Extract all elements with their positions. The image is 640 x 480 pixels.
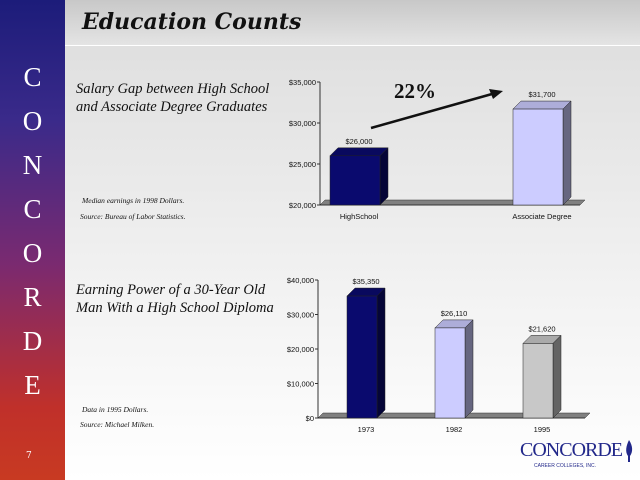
y-tick-label: $20,000 <box>287 345 314 354</box>
category-label: 1995 <box>534 425 551 434</box>
sidebar-letter: D <box>22 326 43 356</box>
y-tick-label: $35,000 <box>289 78 316 87</box>
y-tick-label: $40,000 <box>287 276 314 285</box>
data-label: $35,350 <box>352 277 379 286</box>
y-tick-label: $20,000 <box>289 201 316 210</box>
data-label: $26,110 <box>441 309 468 318</box>
growth-arrow <box>370 92 493 130</box>
sidebar <box>0 0 65 480</box>
bar <box>512 108 564 206</box>
earning-note: Data in 1995 Dollars. <box>82 405 149 414</box>
y-tick-label: $30,000 <box>289 119 316 128</box>
sidebar-letter: O <box>22 238 43 268</box>
growth-annotation: 22% <box>394 79 436 103</box>
title-bar: Education Counts <box>65 0 640 46</box>
bar-side <box>562 100 572 206</box>
y-tick-label: $0 <box>306 414 314 423</box>
flame-icon <box>626 440 633 462</box>
earning-power-heading: Earning Power of a 30-Year Old Man With … <box>76 282 274 316</box>
logo-name: CONCORDE <box>520 439 623 461</box>
bar <box>329 155 381 206</box>
bar <box>434 327 466 419</box>
salary-source: Source: Bureau of Labor Statistics. <box>80 212 186 221</box>
bar-side <box>379 147 389 206</box>
logo-sub: CAREER COLLEGES, INC. <box>534 463 596 469</box>
salary-note: Median earnings in 1998 Dollars. <box>82 196 185 205</box>
bar <box>522 343 554 419</box>
page-number: 7 <box>26 451 32 461</box>
y-tick-label: $10,000 <box>287 380 314 389</box>
salary-gap-heading: Salary Gap between High School and Assoc… <box>76 81 270 115</box>
sidebar-letter: C <box>23 194 42 224</box>
page-title: Education Counts <box>82 9 302 35</box>
bar-top <box>329 147 389 157</box>
bar-side <box>464 319 474 419</box>
sidebar-letter: O <box>22 106 43 136</box>
data-label: $26,000 <box>345 137 372 146</box>
bar-side <box>376 287 386 419</box>
y-tick-label: $30,000 <box>287 311 314 320</box>
category-label: 1982 <box>446 425 463 434</box>
bar-top <box>512 100 572 110</box>
category-label: HighSchool <box>340 212 379 221</box>
category-label: 1973 <box>358 425 375 434</box>
concorde-logo: CONCORDE CAREER COLLEGES, INC. <box>520 440 638 474</box>
sidebar-letter: R <box>23 282 42 312</box>
data-label: $31,700 <box>528 90 555 99</box>
y-tick-label: $25,000 <box>289 160 316 169</box>
data-label: $21,620 <box>528 324 555 333</box>
bar <box>346 295 378 419</box>
earning-source: Source: Michael Milken. <box>80 420 155 429</box>
sidebar-letter: N <box>22 150 43 180</box>
category-label: Associate Degree <box>512 212 571 221</box>
sidebar-letter: C <box>23 62 42 92</box>
sidebar-letter: E <box>24 370 41 400</box>
arrow-head-icon <box>489 89 503 99</box>
bar-side <box>552 334 562 419</box>
